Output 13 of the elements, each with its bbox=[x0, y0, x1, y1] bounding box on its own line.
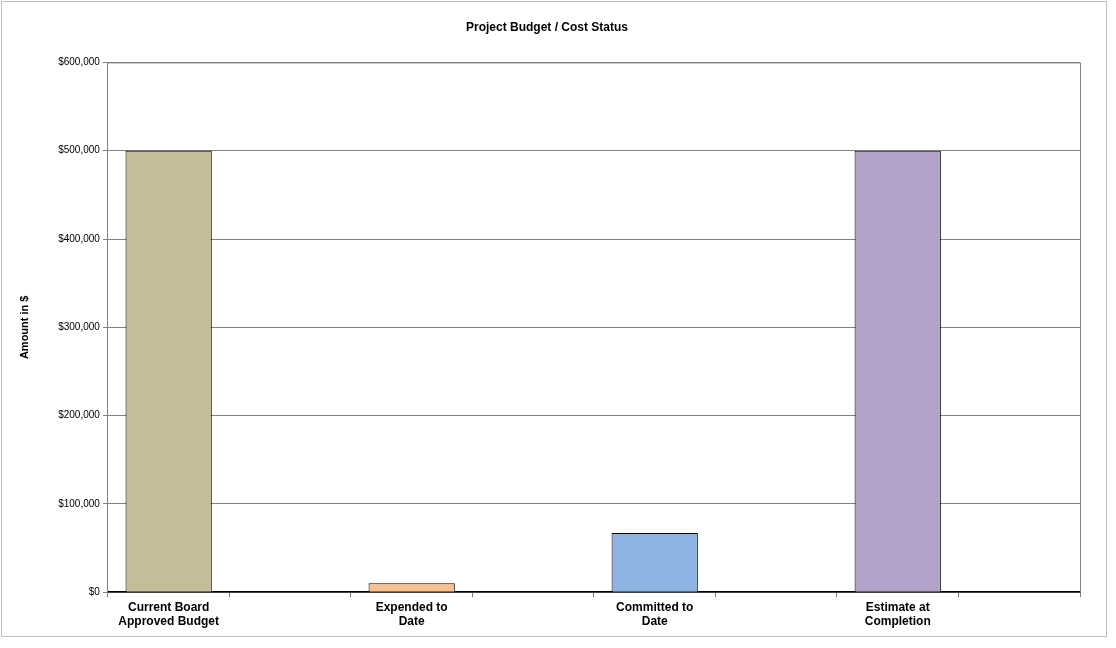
x-tick-label: Committed to Date bbox=[616, 599, 694, 629]
y-tick-label: $600,000 bbox=[58, 56, 101, 68]
y-tick-label: $400,000 bbox=[58, 232, 101, 244]
chart-title: Project Budget / Cost Status bbox=[465, 19, 629, 34]
x-tick-label: Estimate at Completion bbox=[864, 599, 931, 629]
y-tick-label: $200,000 bbox=[58, 409, 101, 421]
x-tick-label: Expended to Date bbox=[375, 599, 448, 629]
y-axis-title: Amount in $ bbox=[17, 295, 30, 360]
y-tick-label: $100,000 bbox=[58, 497, 101, 509]
x-tick-label: Current Board Approved Budget bbox=[118, 599, 219, 629]
y-tick-label: $0 bbox=[88, 585, 101, 597]
y-tick-label: $300,000 bbox=[58, 321, 101, 333]
y-tick-label: $500,000 bbox=[58, 144, 101, 156]
